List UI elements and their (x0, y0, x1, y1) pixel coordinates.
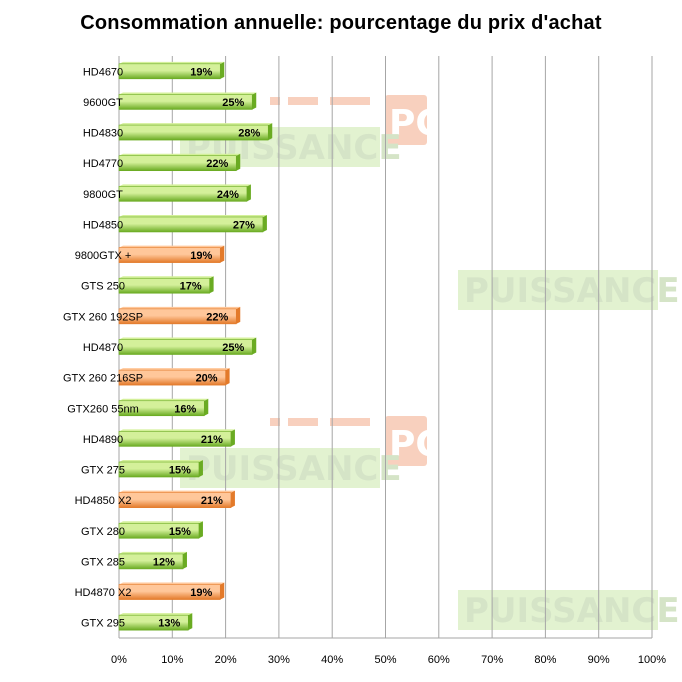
x-tick-label: 70% (481, 654, 503, 666)
bar (118, 368, 230, 386)
x-tick-label: 80% (534, 654, 556, 666)
category-label: HD4830 (83, 128, 123, 140)
category-label: HD4670 (83, 66, 123, 78)
data-label: 15% (169, 465, 191, 477)
x-tick-label: 100% (638, 654, 666, 666)
data-label: 16% (174, 403, 196, 415)
category-label: 9800GTX + (75, 250, 132, 262)
category-label: 9800GT (83, 189, 123, 201)
x-tick-label: 0% (111, 654, 127, 666)
data-label: 28% (238, 128, 260, 140)
data-label: 24% (217, 189, 239, 201)
bar (118, 61, 225, 80)
category-label: GTX 275 (81, 465, 125, 477)
data-label: 13% (158, 618, 180, 630)
watermark-logo: PUISSANCE (458, 590, 680, 631)
data-label: 19% (190, 587, 212, 599)
watermark-logo: PUISSANCE (458, 270, 680, 311)
data-label: 22% (206, 311, 228, 323)
svg-text:PC: PC (389, 424, 442, 465)
data-label: 21% (201, 495, 223, 507)
bar (118, 613, 193, 631)
data-label: 15% (169, 526, 191, 538)
bar (118, 398, 209, 417)
bar (118, 337, 257, 355)
x-tick-label: 30% (268, 654, 290, 666)
bar (118, 153, 241, 172)
x-tick-label: 20% (215, 654, 237, 666)
category-label: GTX260 55nm (67, 403, 139, 415)
bar (118, 582, 225, 600)
x-tick-label: 10% (161, 654, 183, 666)
x-axis-tick-labels: 0% 10% 20% 30% 40% 50% 60% 70% 80% 90% 100% (111, 654, 666, 666)
data-label: 21% (201, 434, 223, 446)
category-label: HD4850 (83, 219, 123, 231)
bar (118, 245, 225, 263)
bar (118, 521, 203, 539)
bar (118, 306, 241, 325)
data-label: 25% (222, 342, 244, 354)
bar (118, 184, 251, 202)
data-label: 17% (180, 281, 202, 293)
data-label: 20% (196, 373, 218, 385)
svg-text:PUISSANCE: PUISSANCE (464, 591, 680, 631)
category-label: GTX 260 192SP (63, 311, 143, 323)
bar (118, 92, 257, 110)
data-label: 19% (190, 66, 212, 78)
bar (118, 214, 267, 233)
x-tick-label: 50% (374, 654, 396, 666)
category-label: GTX 260 216SP (63, 373, 143, 385)
data-label: 19% (190, 250, 212, 262)
category-label: 9600GT (83, 97, 123, 109)
bar (118, 276, 214, 294)
bar (118, 551, 187, 570)
category-label: HD4870 (83, 342, 123, 354)
category-label: HD4850 X2 (75, 495, 132, 507)
category-label: HD4770 (83, 158, 123, 170)
category-label: GTX 280 (81, 526, 125, 538)
category-label: GTS 250 (81, 281, 125, 293)
svg-text:PUISSANCE: PUISSANCE (464, 271, 680, 311)
category-label: HD4870 X2 (75, 587, 132, 599)
x-tick-label: 60% (428, 654, 450, 666)
svg-text:PUISSANCE: PUISSANCE (186, 449, 402, 489)
bar (118, 490, 235, 508)
chart-title: Consommation annuelle: pourcentage du pr… (80, 12, 602, 34)
svg-text:PC: PC (389, 103, 442, 144)
bar (118, 460, 203, 478)
y-axis-category-labels: HD4670 9600GT HD4830 HD4770 9800GT HD4850 9800… (63, 66, 143, 629)
x-tick-label: 40% (321, 654, 343, 666)
bar (118, 429, 235, 447)
bars-layer: 19% 25% 28% 22% 24% 27% 19% 17% 22% 25% 20% 16% 21% 1… (118, 61, 273, 631)
data-label: 25% (222, 97, 244, 109)
data-label: 27% (233, 219, 255, 231)
x-tick-label: 90% (588, 654, 610, 666)
bar (118, 123, 273, 141)
category-label: GTX 295 (81, 618, 125, 630)
data-label: 22% (206, 158, 228, 170)
data-label: 12% (153, 556, 175, 568)
category-label: HD4890 (83, 434, 123, 446)
category-label: GTX 285 (81, 556, 125, 568)
